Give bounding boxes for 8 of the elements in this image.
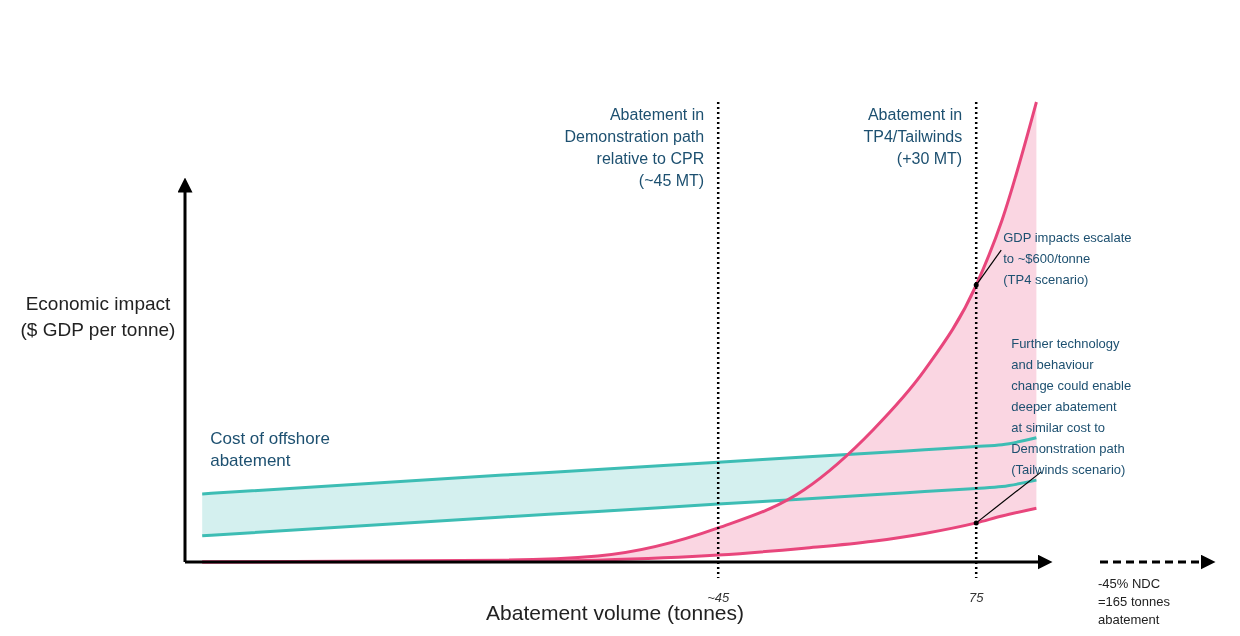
annotation: Cost of offshore abatement xyxy=(210,428,330,470)
ref-line-label: Abatement in Demonstration path relative to CPR (~45 MT) xyxy=(564,106,705,189)
text: -45% NDC =165 tonnes abatement xyxy=(1098,576,1171,627)
ref-line-label: Abatement in TP4/Tailwinds (+30 MT) xyxy=(863,106,963,167)
y-axis-title: Economic impact ($ GDP per tonne) xyxy=(20,293,176,340)
annotation: GDP impacts escalate to ~$600/tonne (TP4 scenario) xyxy=(1003,230,1132,288)
annotation: Further technology and behaviour change could enable deeper abatement at similar cost to Demonstration path (Tailwinds scenario) xyxy=(1011,335,1132,477)
x-tick-label: 75 xyxy=(968,590,985,605)
